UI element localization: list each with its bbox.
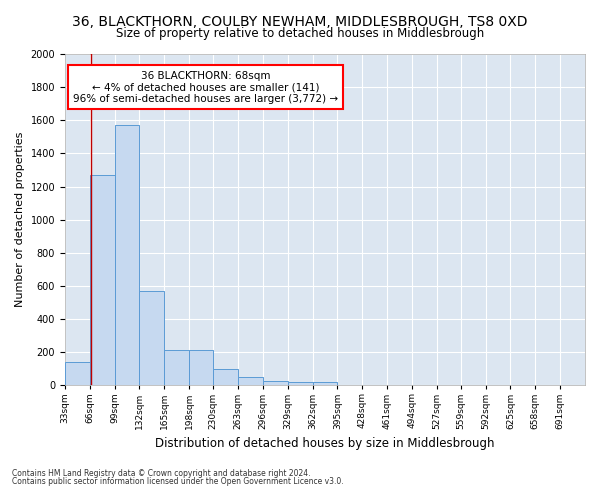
- Text: 36, BLACKTHORN, COULBY NEWHAM, MIDDLESBROUGH, TS8 0XD: 36, BLACKTHORN, COULBY NEWHAM, MIDDLESBR…: [72, 15, 528, 29]
- Bar: [139, 291, 164, 386]
- Y-axis label: Number of detached properties: Number of detached properties: [15, 132, 25, 308]
- Text: Contains public sector information licensed under the Open Government Licence v3: Contains public sector information licen…: [12, 477, 344, 486]
- Text: Size of property relative to detached houses in Middlesbrough: Size of property relative to detached ho…: [116, 28, 484, 40]
- Bar: [65, 362, 90, 386]
- X-axis label: Distribution of detached houses by size in Middlesbrough: Distribution of detached houses by size …: [155, 437, 495, 450]
- Bar: [313, 382, 337, 386]
- Bar: [213, 369, 238, 386]
- Bar: [263, 381, 287, 386]
- Bar: [115, 125, 139, 386]
- Bar: [189, 350, 213, 386]
- Text: Contains HM Land Registry data © Crown copyright and database right 2024.: Contains HM Land Registry data © Crown c…: [12, 468, 311, 477]
- Text: 36 BLACKTHORN: 68sqm
← 4% of detached houses are smaller (141)
96% of semi-detac: 36 BLACKTHORN: 68sqm ← 4% of detached ho…: [73, 70, 338, 104]
- Bar: [238, 377, 263, 386]
- Bar: [90, 175, 115, 386]
- Bar: [287, 382, 313, 386]
- Bar: [164, 350, 189, 386]
